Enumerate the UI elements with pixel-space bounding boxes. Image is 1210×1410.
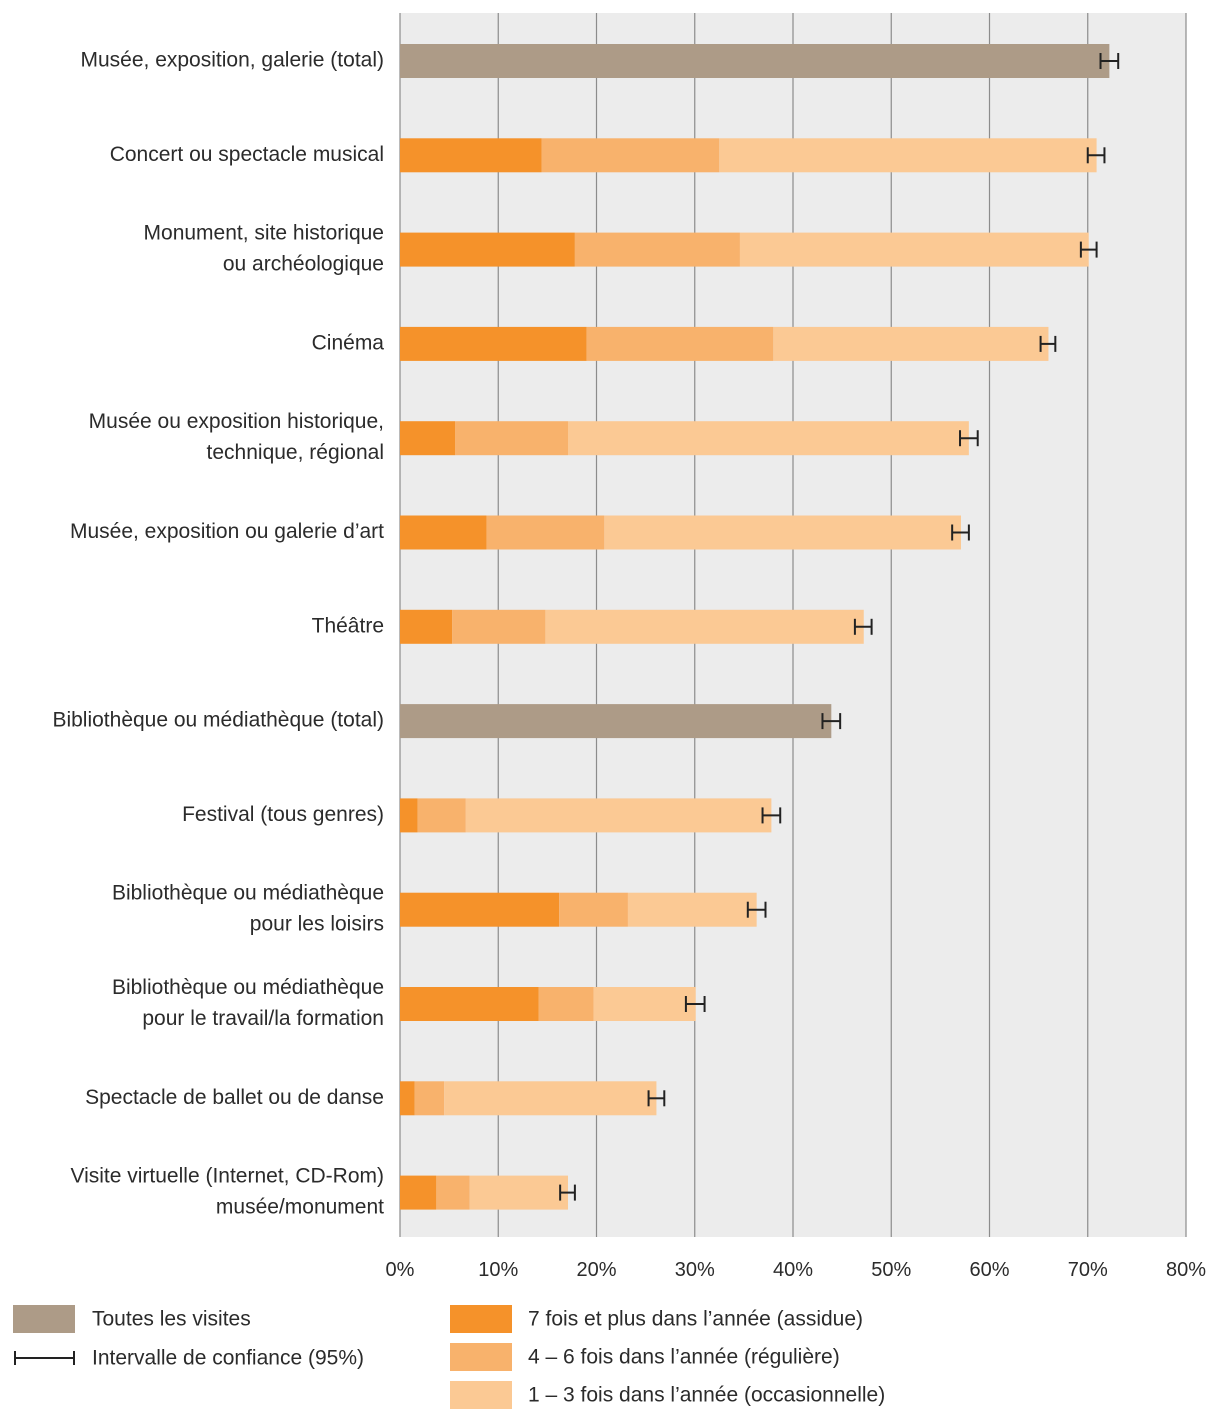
legend-label-total: Toutes les visites [92, 1308, 251, 1331]
bar-segment-occasionnelle [465, 798, 772, 833]
bar-segment-assidue [400, 421, 456, 456]
category-label: Musée, exposition ou galerie d’art [70, 520, 384, 543]
category-label: Bibliothèque ou médiathèque [112, 976, 384, 999]
bar-segment-occasionnelle [444, 1081, 657, 1116]
x-tick-label: 30% [675, 1259, 715, 1281]
bar-segment-occasionnelle [739, 232, 1089, 267]
category-label: Spectacle de ballet ou de danse [85, 1086, 384, 1109]
x-tick-label: 20% [576, 1259, 616, 1281]
bar-segment-occasionnelle [545, 609, 864, 644]
legend-label-ci: Intervalle de confiance (95%) [92, 1347, 364, 1370]
bar-segment-reguliere [417, 798, 466, 833]
bar-segment-occasionnelle [568, 421, 969, 456]
bar-segment-reguliere [486, 515, 605, 550]
bar-segment-occasionnelle [593, 987, 696, 1021]
category-label: musée/monument [216, 1196, 384, 1219]
bar-segment-assidue [400, 232, 575, 267]
bar-segment-assidue [400, 1081, 415, 1116]
legend-label-reguliere: 4 – 6 fois dans l’année (régulière) [528, 1346, 840, 1369]
category-label: Concert ou spectacle musical [110, 143, 384, 166]
bar-segment-occasionnelle [627, 892, 757, 927]
x-tick-label: 60% [969, 1259, 1009, 1281]
legend-swatch-occasionnelle [450, 1381, 512, 1409]
category-label: Cinéma [312, 331, 385, 354]
x-tick-label: 80% [1166, 1259, 1206, 1281]
bar-segment-reguliere [436, 1175, 470, 1210]
x-tick-label: 40% [773, 1259, 813, 1281]
bar-segment-assidue [400, 987, 539, 1021]
legend-swatch-total [13, 1305, 75, 1333]
bar-segment-assidue [400, 326, 587, 361]
category-label: ou archéologique [223, 253, 384, 276]
category-label: Musée, exposition, galerie (total) [81, 49, 385, 72]
bar-segment-occasionnelle [719, 138, 1097, 173]
category-label: technique, régional [207, 441, 384, 464]
bar-segment-reguliere [574, 232, 740, 267]
bar-segment-assidue [400, 1175, 437, 1210]
bar-segment-reguliere [538, 987, 594, 1021]
bar-total [400, 44, 1110, 78]
bar-segment-occasionnelle [604, 515, 962, 550]
bar-segment-reguliere [559, 892, 628, 927]
category-label: pour le travail/la formation [142, 1007, 384, 1030]
category-label: Festival (tous genres) [182, 803, 384, 826]
category-label: pour les loisirs [250, 913, 384, 936]
category-label: Musée ou exposition historique, [89, 410, 384, 433]
legend-swatch-assidue [450, 1305, 512, 1333]
bar-segment-occasionnelle [469, 1175, 569, 1210]
category-label: Monument, site historique [144, 222, 384, 245]
legend-label-assidue: 7 fois et plus dans l’année (assidue) [528, 1308, 863, 1331]
bar-total [400, 704, 832, 739]
category-label: Visite virtuelle (Internet, CD-Rom) [70, 1165, 384, 1188]
category-label: Bibliothèque ou médiathèque [112, 882, 384, 905]
x-tick-label: 10% [478, 1259, 518, 1281]
category-label: Théâtre [312, 614, 384, 637]
legend-label-occasionnelle: 1 – 3 fois dans l’année (occasionnelle) [528, 1384, 885, 1407]
bar-segment-reguliere [414, 1081, 445, 1116]
legend-swatch-reguliere [450, 1343, 512, 1371]
bar-segment-reguliere [541, 138, 720, 173]
bar-segment-assidue [400, 515, 487, 550]
bar-segment-reguliere [586, 326, 774, 361]
bar-segment-reguliere [455, 421, 569, 456]
bar-segment-occasionnelle [773, 326, 1049, 361]
category-label: Bibliothèque ou médiathèque (total) [52, 709, 384, 732]
bar-segment-assidue [400, 609, 453, 644]
x-tick-label: 0% [386, 1259, 415, 1281]
x-tick-label: 50% [871, 1259, 911, 1281]
bar-segment-assidue [400, 798, 418, 833]
bar-segment-assidue [400, 138, 542, 173]
bar-segment-assidue [400, 892, 560, 927]
x-tick-label: 70% [1068, 1259, 1108, 1281]
bar-segment-reguliere [452, 609, 546, 644]
